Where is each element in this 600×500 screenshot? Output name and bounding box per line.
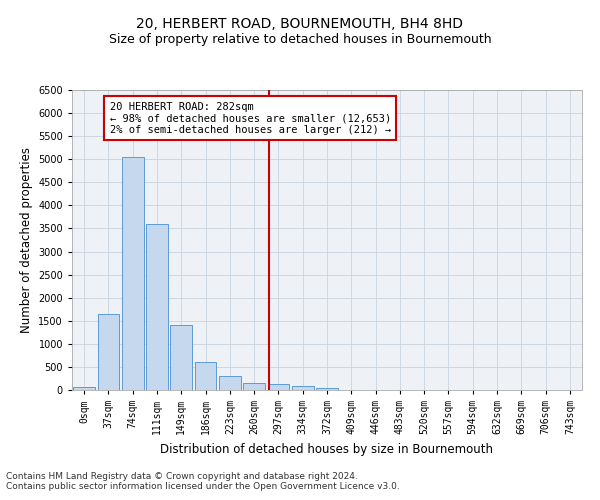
Bar	[316, 388, 338, 390]
Bar	[122, 157, 143, 390]
X-axis label: Distribution of detached houses by size in Bournemouth: Distribution of detached houses by size …	[161, 442, 493, 456]
Bar	[268, 384, 289, 390]
Text: Contains public sector information licensed under the Open Government Licence v3: Contains public sector information licen…	[6, 482, 400, 491]
Bar	[219, 376, 241, 390]
Y-axis label: Number of detached properties: Number of detached properties	[20, 147, 32, 333]
Text: Size of property relative to detached houses in Bournemouth: Size of property relative to detached ho…	[109, 32, 491, 46]
Bar	[146, 224, 168, 390]
Text: 20, HERBERT ROAD, BOURNEMOUTH, BH4 8HD: 20, HERBERT ROAD, BOURNEMOUTH, BH4 8HD	[137, 18, 464, 32]
Bar	[292, 386, 314, 390]
Bar	[97, 314, 119, 390]
Bar	[73, 386, 95, 390]
Text: Contains HM Land Registry data © Crown copyright and database right 2024.: Contains HM Land Registry data © Crown c…	[6, 472, 358, 481]
Bar	[170, 326, 192, 390]
Bar	[194, 362, 217, 390]
Bar	[243, 383, 265, 390]
Text: 20 HERBERT ROAD: 282sqm
← 98% of detached houses are smaller (12,653)
2% of semi: 20 HERBERT ROAD: 282sqm ← 98% of detache…	[110, 102, 391, 134]
